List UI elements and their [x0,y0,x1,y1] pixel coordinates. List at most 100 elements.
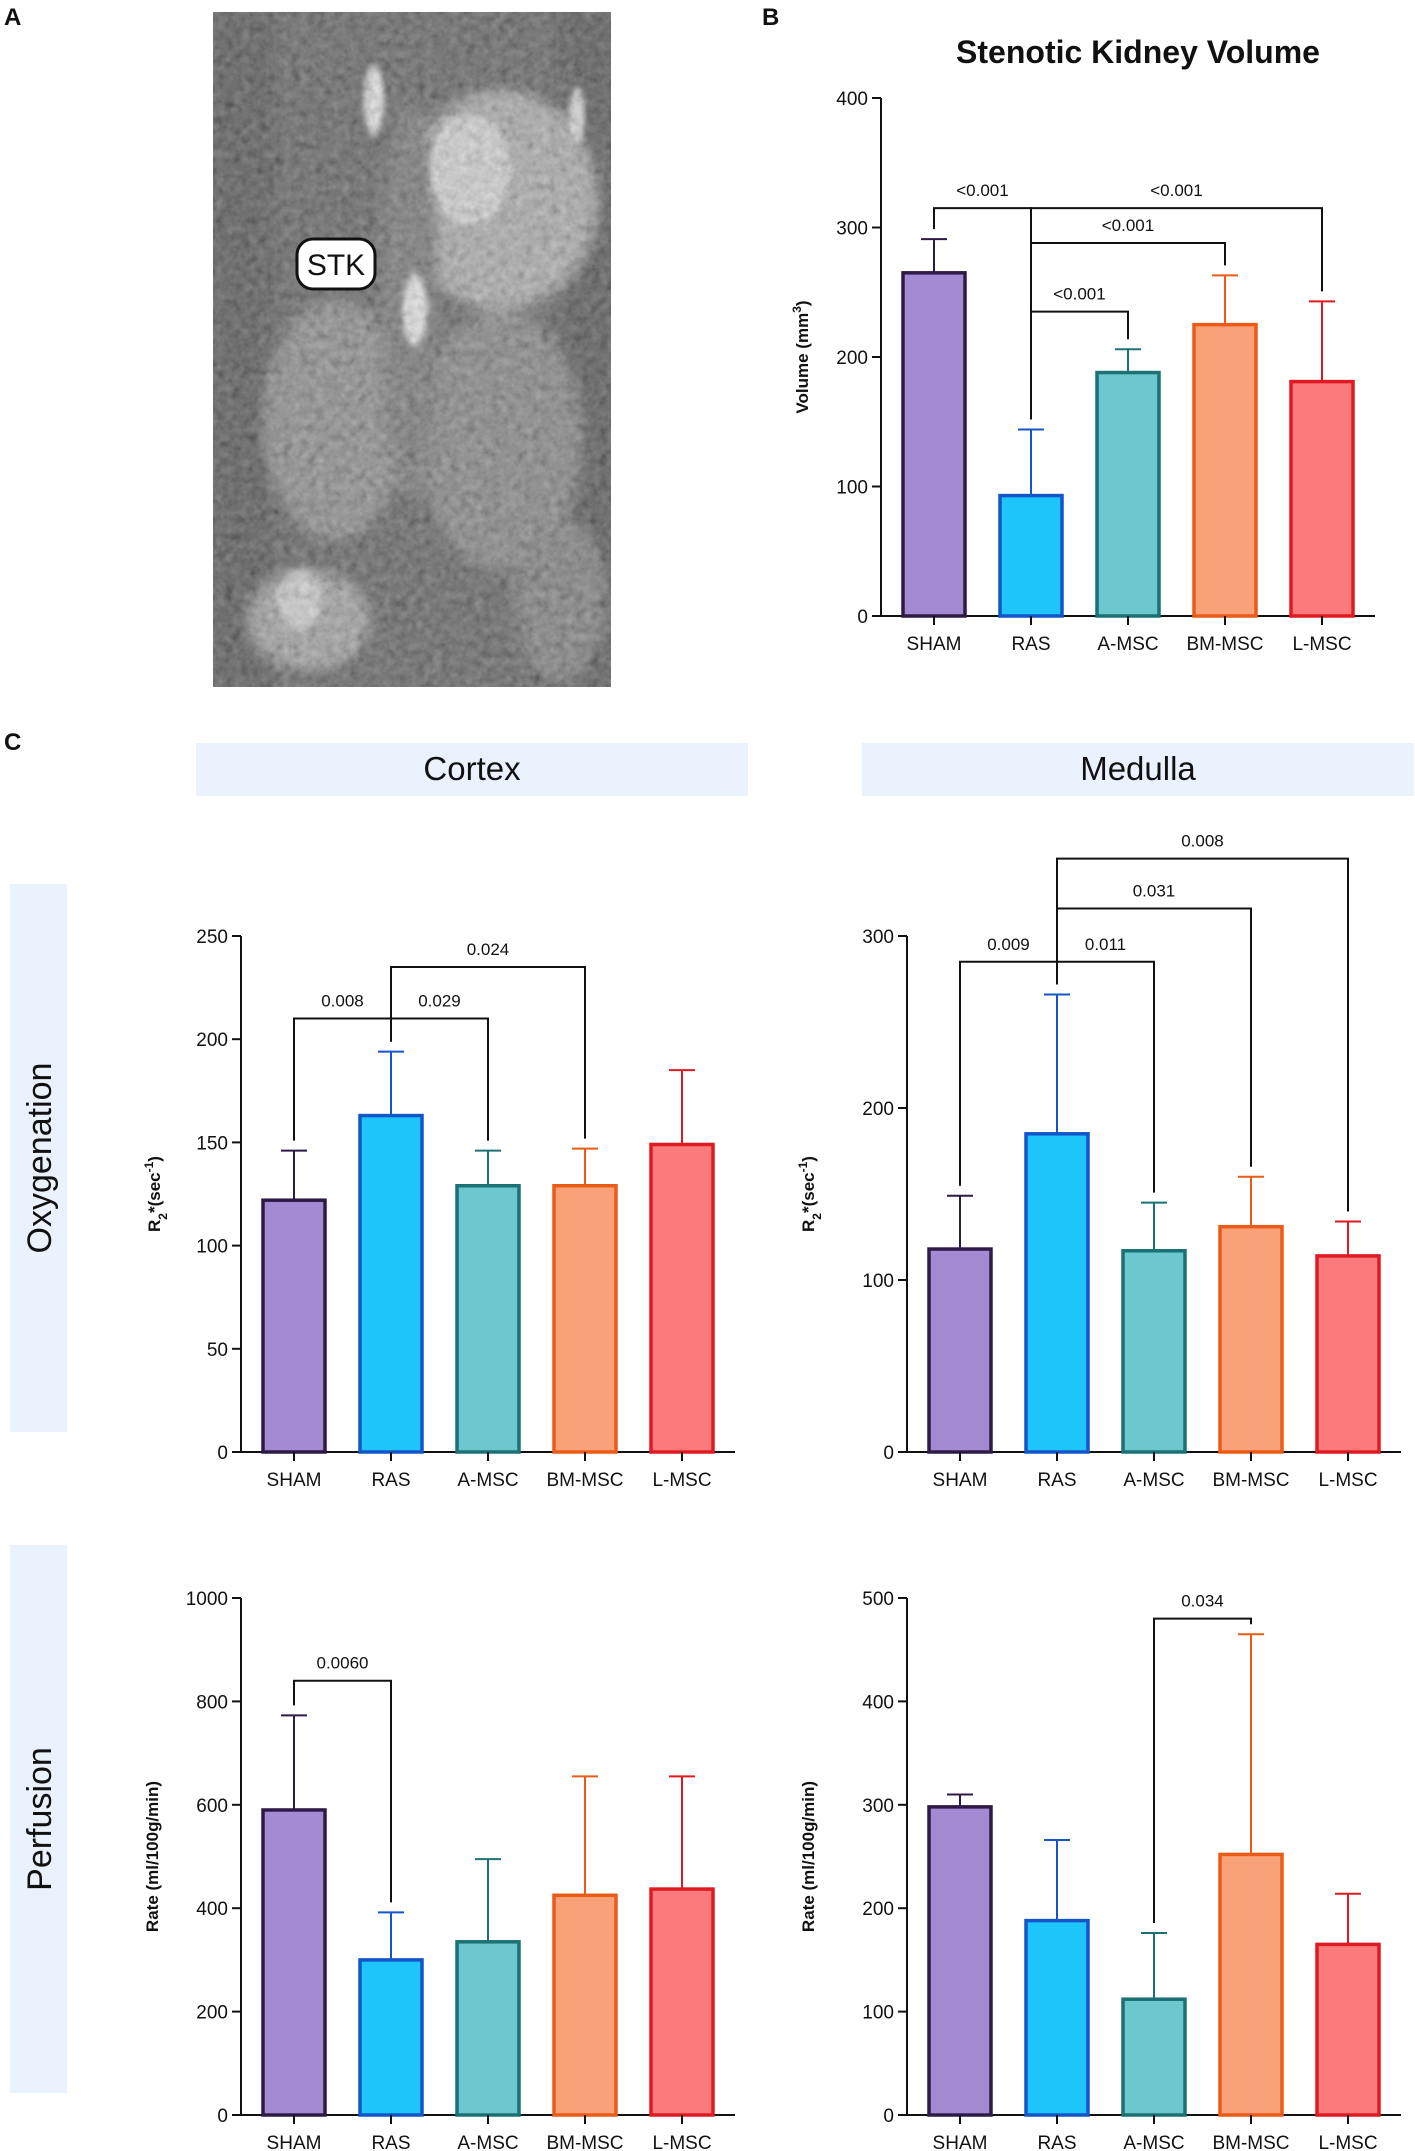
perfusion-row-label: Perfusion [10,1545,67,2093]
medulla-header-bg [862,743,1414,796]
y-tick-label: 600 [196,1796,228,1817]
significance-label: 0.011 [1085,935,1126,954]
cortex-header: Cortex [196,743,748,796]
bar-bm-msc [552,1183,618,1454]
y-axis-label-sup: -1 [796,1161,810,1172]
x-tick-label: A-MSC [1123,2133,1184,2151]
bar-l-msc [1315,1254,1381,1454]
cortex-header-bg [196,743,748,796]
medulla-header-label: Medulla [1080,750,1196,787]
bar-l-msc [649,1887,715,2117]
y-axis-label-tail: ) [145,1156,164,1162]
significance-label: 0.009 [987,935,1030,954]
y-tick-label: 800 [196,1692,228,1713]
significance-bracket [1030,310,1129,420]
y-tick-label: 400 [196,1899,228,1920]
bar-a-msc [455,1183,521,1454]
x-tick-label: A-MSC [1123,1470,1184,1491]
x-tick-label: A-MSC [457,1470,518,1491]
bar-l-msc [649,1142,715,1454]
cortex-header-label: Cortex [423,750,521,787]
y-tick-label: 200 [196,1030,228,1051]
oxygenation-row-bg [10,884,67,1432]
bar-a-msc [1121,1249,1187,1454]
bar-bm-msc [1218,1852,1284,2117]
x-tick-label: SHAM [933,2133,988,2151]
x-tick-label: A-MSC [1097,634,1158,655]
x-tick-label: SHAM [267,1470,322,1491]
x-tick-label: L-MSC [1318,1470,1377,1491]
chart-cortex-perfusion: 0 200 400 600 800 1000 Rate (ml/100g/min) SHAM R… [143,1589,735,2151]
bar-ras [358,1958,424,2117]
significance-label: 0.0060 [317,1654,369,1673]
y-axis-label-base: Volume (mm [793,313,812,414]
x-tick-label: L-MSC [652,2133,711,2151]
bar-bm-msc [1218,1224,1284,1454]
oxygenation-row-label: Oxygenation [10,884,67,1432]
significance-label: 0.034 [1181,1592,1224,1611]
y-tick-label: 200 [862,1899,894,1920]
significance-label: <0.001 [1150,181,1202,200]
bar-a-msc [1121,1997,1187,2117]
y-axis-label-sup: 3 [790,306,804,313]
significance-label: 0.008 [1181,832,1224,851]
bar-a-msc [1095,370,1161,618]
chart-medulla-oxygenation: 0 100 200 300 R2*(sec-1) SHAM RAS A-MSC BM-MSC L-… [796,832,1401,1491]
y-tick-label: 0 [217,1443,228,1464]
y-axis-label-mid: *(sec [799,1172,818,1213]
medulla-header: Medulla [862,743,1414,796]
x-tick-label: L-MSC [1292,634,1351,655]
bar-a-msc [455,1940,521,2117]
x-tick-label: RAS [371,2133,410,2151]
panel-label-c: C [4,729,21,756]
chart-stenotic-kidney-volume: Stenotic Kidney Volume 0 100 200 300 400 Volum… [790,34,1375,655]
perfusion-row-bg [10,1545,67,2093]
y-tick-label: 200 [862,1099,894,1120]
bar-bm-msc [552,1893,618,2117]
chart-cortex-oxygenation: 0 50 100 150 200 250 R2*(sec-1) SHAM RAS A-MSC BM-… [142,927,735,1491]
y-axis-label: Rate (ml/100g/min) [799,1781,818,1932]
x-tick-label: BM-MSC [1186,634,1263,655]
y-tick-label: 200 [196,2003,228,2024]
y-tick-label: 250 [196,927,228,948]
significance-bracket [1056,857,1349,1212]
bar-sham [927,1247,993,1454]
y-axis-label-sup: -1 [142,1161,156,1172]
x-tick-label: BM-MSC [1212,2133,1289,2151]
significance-label: <0.001 [956,181,1008,200]
chart-title: Stenotic Kidney Volume [956,34,1320,70]
y-tick-label: 500 [862,1589,894,1610]
x-tick-label: BM-MSC [546,1470,623,1491]
panel-label-b: B [762,4,779,31]
y-axis-label-tail: ) [799,1156,818,1162]
y-tick-label: 300 [862,927,894,948]
panel-label-a: A [4,4,21,31]
x-tick-label: RAS [1011,634,1050,655]
significance-label: 0.029 [418,992,461,1011]
bar-ras [1024,1918,1090,2117]
y-tick-label: 200 [836,348,868,369]
significance-bracket [293,1679,392,1903]
y-tick-label: 0 [217,2106,228,2127]
x-tick-label: BM-MSC [1212,1470,1289,1491]
x-tick-label: BM-MSC [546,2133,623,2151]
y-tick-label: 300 [836,219,868,240]
y-axis-label: Rate (ml/100g/min) [143,1781,162,1932]
significance-label: 0.024 [467,940,510,959]
y-tick-label: 400 [836,89,868,110]
x-tick-label: RAS [1037,2133,1076,2151]
mri-label-text: STK [307,249,365,282]
y-tick-label: 50 [207,1340,228,1361]
significance-label: <0.001 [1053,285,1105,304]
x-tick-label: L-MSC [1318,2133,1377,2151]
mri-label-badge: STK [295,237,377,291]
significance-label: <0.001 [1102,216,1154,235]
x-tick-label: SHAM [933,1470,988,1491]
x-tick-label: RAS [371,1470,410,1491]
bar-sham [927,1805,993,2117]
y-tick-label: 100 [862,2003,894,2024]
y-axis-label-tail: ) [793,300,812,306]
x-tick-label: L-MSC [652,1470,711,1491]
x-tick-label: SHAM [267,2133,322,2151]
